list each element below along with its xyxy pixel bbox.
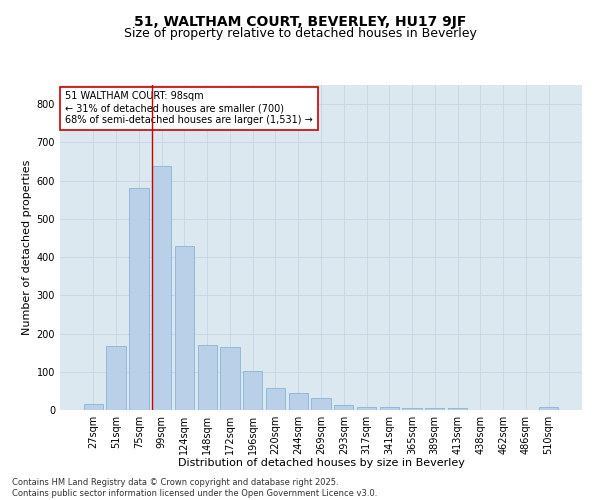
Bar xyxy=(380,407,399,410)
Bar xyxy=(220,347,239,410)
Bar xyxy=(311,398,331,410)
Bar xyxy=(152,166,172,410)
Bar xyxy=(175,246,194,410)
Bar xyxy=(425,408,445,410)
Bar xyxy=(357,407,376,410)
Bar xyxy=(266,388,285,410)
Bar xyxy=(334,406,353,410)
Bar xyxy=(106,346,126,410)
Text: Size of property relative to detached houses in Beverley: Size of property relative to detached ho… xyxy=(124,28,476,40)
Bar xyxy=(84,404,103,410)
Text: 51, WALTHAM COURT, BEVERLEY, HU17 9JF: 51, WALTHAM COURT, BEVERLEY, HU17 9JF xyxy=(134,15,466,29)
X-axis label: Distribution of detached houses by size in Beverley: Distribution of detached houses by size … xyxy=(178,458,464,468)
Bar xyxy=(448,408,467,410)
Bar xyxy=(197,345,217,410)
Text: 51 WALTHAM COURT: 98sqm
← 31% of detached houses are smaller (700)
68% of semi-d: 51 WALTHAM COURT: 98sqm ← 31% of detache… xyxy=(65,92,313,124)
Bar xyxy=(539,408,558,410)
Bar xyxy=(243,370,262,410)
Y-axis label: Number of detached properties: Number of detached properties xyxy=(22,160,32,335)
Bar xyxy=(289,393,308,410)
Bar xyxy=(129,188,149,410)
Bar xyxy=(403,408,422,410)
Text: Contains HM Land Registry data © Crown copyright and database right 2025.
Contai: Contains HM Land Registry data © Crown c… xyxy=(12,478,377,498)
